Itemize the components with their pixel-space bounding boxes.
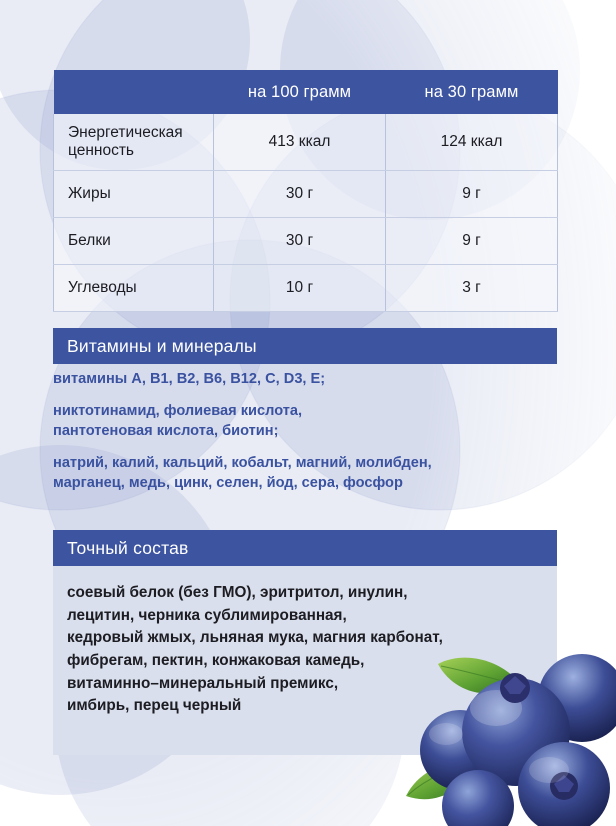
vitamins-group-minerals: натрий, калий, кальций, кобальт, магний,… [53,454,557,493]
composition-line: фибрегам, пектин, конжаковая камедь, [67,651,365,669]
row-label-energy: Энергетическая ценность [53,114,214,171]
column-header-blank [53,70,214,114]
vitamins-line: никтотинамид, фолиевая кислота, [53,403,303,420]
row-value-carbs-per-30g: 3 г [385,264,558,312]
row-label-protein: Белки [53,217,214,265]
composition-section-title: Точный состав [67,537,189,558]
vitamins-line: марганец, медь, цинк, селен, йод, сера, … [53,474,403,491]
composition-section-header: Точный состав [53,530,557,566]
row-value-fat-per-100g: 30 г [213,170,386,218]
table-header-row: на 100 грамм на 30 грамм [53,70,558,114]
vitamins-line: натрий, калий, кальций, кобальт, магний,… [53,455,432,472]
composition-line: лецитин, черника сублимированная, [67,606,347,624]
row-value-fat-per-30g: 9 г [385,170,558,218]
vitamins-line: витамины A, B1, B2, B6, B12, C, D3, E; [53,371,326,387]
composition-line: имбирь, перец черный [67,697,242,715]
berry-calyx [500,673,530,703]
row-value-protein-per-30g: 9 г [385,217,558,265]
table-row: Жиры 30 г 9 г [53,170,558,218]
vitamins-line: пантотеновая кислота, биотин; [53,422,279,439]
row-value-protein-per-100g: 30 г [213,217,386,265]
composition-section-body: соевый белок (без ГМО), эритритол, инули… [67,582,557,718]
blueberry-icon [442,770,514,826]
column-header-per-30g: на 30 грамм [385,70,558,114]
composition-line: витаминно–минеральный премикс, [67,674,339,692]
row-value-carbs-per-100g: 10 г [213,264,386,312]
composition-line: соевый белок (без ГМО), эритритол, инули… [67,584,408,601]
vitamins-group-acids: никтотинамид, фолиевая кислота, пантотен… [53,402,557,441]
table-row: Энергетическая ценность 413 ккал 124 кка… [53,114,558,171]
row-label-fat: Жиры [53,170,214,218]
nutrition-table: на 100 грамм на 30 грамм Энергетическая … [53,70,558,312]
blueberry-illustration [406,654,616,826]
column-header-per-100g: на 100 грамм [213,70,386,114]
table-row: Белки 30 г 9 г [53,217,558,265]
vitamins-section-header: Витамины и минералы [53,328,557,364]
row-label-carbs: Углеводы [53,264,214,312]
composition-line: кедровый жмых, льняная мука, магния карб… [67,629,443,647]
row-value-energy-per-100g: 413 ккал [213,114,386,171]
vitamins-section-title: Витамины и минералы [67,335,257,356]
table-row: Углеводы 10 г 3 г [53,264,558,312]
berry-calyx [550,772,578,800]
row-value-energy-per-30g: 124 ккал [385,114,558,171]
vitamins-section-body: витамины A, B1, B2, B6, B12, C, D3, E; н… [53,370,557,493]
vitamins-group-vitamins: витамины A, B1, B2, B6, B12, C, D3, E; [53,370,557,389]
